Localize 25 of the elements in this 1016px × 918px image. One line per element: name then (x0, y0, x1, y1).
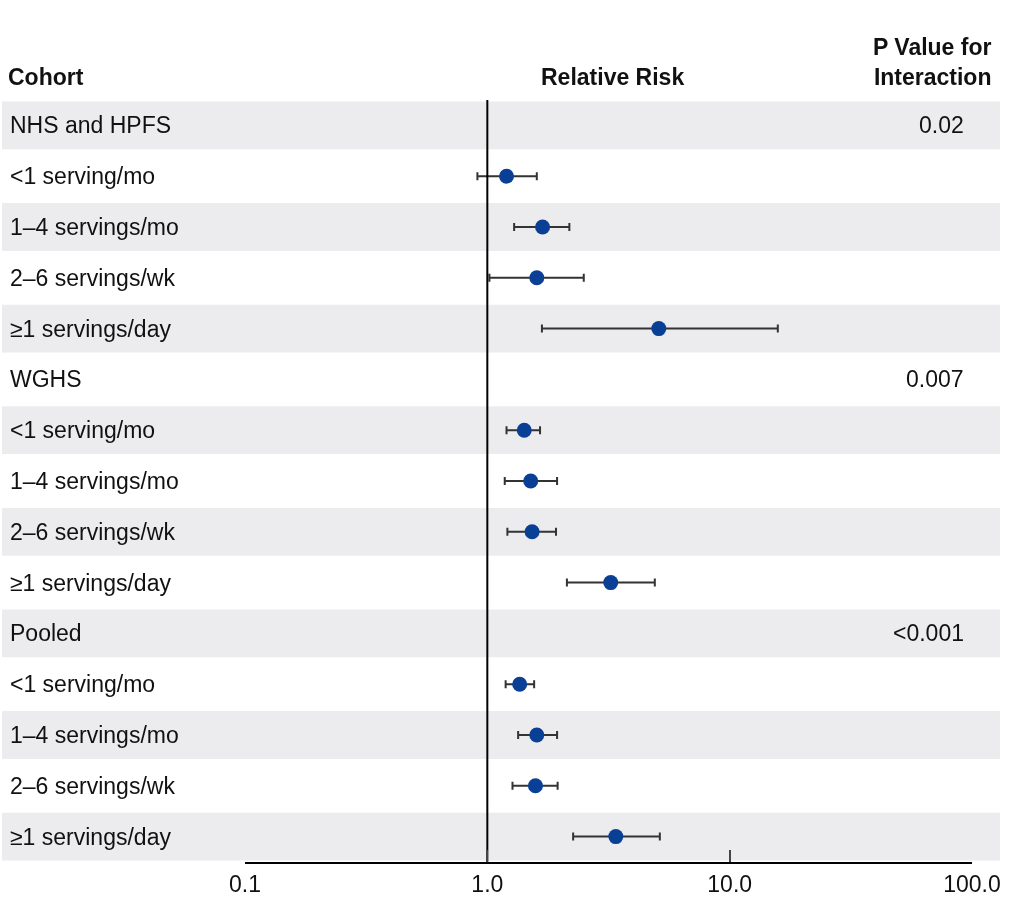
annotation: 0.007 (906, 366, 964, 392)
y-tick-label: 1–4 servings/mo (10, 468, 179, 494)
y-tick-label: <1 serving/mo (10, 671, 156, 697)
y-tick-label: <1 serving/mo (10, 417, 156, 443)
annotation: <0.001 (893, 620, 964, 646)
y-tick-label: ≥1 servings/day (10, 570, 172, 596)
y-tick-label: 2–6 servings/wk (10, 265, 176, 291)
y-tick-label: NHS and HPFS (10, 112, 172, 138)
y-tick-label: <1 serving/mo (10, 163, 156, 189)
y-tick-label: 2–6 servings/wk (10, 773, 176, 799)
y-tick-label: WGHS (10, 366, 82, 392)
y-tick-label: 1–4 servings/mo (10, 722, 179, 748)
annotation: 0.02 (919, 112, 964, 138)
x-tick-label: 1.0 (471, 870, 504, 897)
y-axis-title: Cohort (8, 64, 84, 90)
y-tick-label: 2–6 servings/wk (10, 519, 176, 545)
y-tick-label: Pooled (10, 620, 82, 646)
y-tick-label: ≥1 servings/day (10, 316, 172, 342)
y-tick-label: ≥1 servings/day (10, 824, 172, 850)
x-tick-label: 100.0 (943, 870, 1001, 897)
y-tick-label: 1–4 servings/mo (10, 214, 179, 240)
x-tick-label: 10.0 (707, 870, 753, 897)
text: P Value for Interaction (873, 34, 992, 90)
x-tick-label: 0.1 (229, 870, 261, 897)
x-axis-title: Relative Risk (541, 64, 685, 90)
